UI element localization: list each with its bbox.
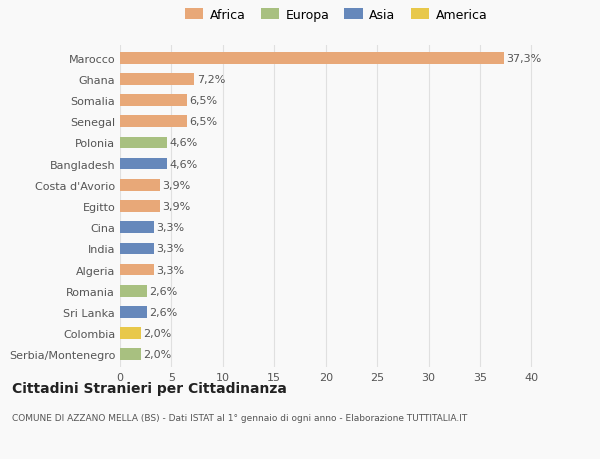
Bar	[120, 243, 154, 255]
Text: 37,3%: 37,3%	[506, 54, 541, 64]
Text: 4,6%: 4,6%	[170, 138, 198, 148]
Text: 7,2%: 7,2%	[197, 75, 225, 85]
Text: 2,6%: 2,6%	[149, 286, 178, 296]
Bar	[120, 53, 503, 64]
Legend: Africa, Europa, Asia, America: Africa, Europa, Asia, America	[179, 4, 493, 27]
Bar	[120, 95, 187, 106]
Bar	[120, 158, 167, 170]
Text: 3,3%: 3,3%	[157, 244, 185, 254]
Text: 2,0%: 2,0%	[143, 328, 172, 338]
Text: Cittadini Stranieri per Cittadinanza: Cittadini Stranieri per Cittadinanza	[12, 381, 287, 395]
Bar	[120, 222, 154, 234]
Text: 3,3%: 3,3%	[157, 223, 185, 233]
Text: 6,5%: 6,5%	[190, 117, 218, 127]
Bar	[120, 349, 140, 360]
Text: 6,5%: 6,5%	[190, 96, 218, 106]
Bar	[120, 264, 154, 276]
Bar	[120, 285, 147, 297]
Bar	[120, 116, 187, 128]
Bar	[120, 201, 160, 213]
Text: 2,0%: 2,0%	[143, 349, 172, 359]
Text: 3,9%: 3,9%	[163, 202, 191, 212]
Bar	[120, 307, 147, 318]
Bar	[120, 328, 140, 339]
Text: 2,6%: 2,6%	[149, 307, 178, 317]
Text: COMUNE DI AZZANO MELLA (BS) - Dati ISTAT al 1° gennaio di ogni anno - Elaborazio: COMUNE DI AZZANO MELLA (BS) - Dati ISTAT…	[12, 413, 467, 422]
Text: 3,3%: 3,3%	[157, 265, 185, 275]
Text: 4,6%: 4,6%	[170, 159, 198, 169]
Bar	[120, 74, 194, 85]
Bar	[120, 179, 160, 191]
Bar	[120, 137, 167, 149]
Text: 3,9%: 3,9%	[163, 180, 191, 190]
